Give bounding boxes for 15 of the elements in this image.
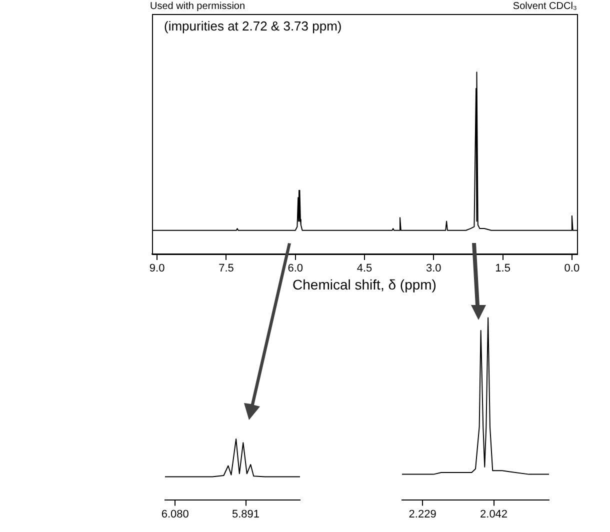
x-tick-label: 5.891 (232, 508, 260, 520)
x-tick-label: 7.5 (218, 262, 234, 275)
text: Solvent CDCl₃ (512, 0, 577, 12)
x-tick-label: 0.0 (564, 262, 580, 275)
text: (impurities at 2.72 & 3.73 ppm) (164, 18, 342, 34)
x-tick-label: 3.0 (426, 262, 442, 275)
x-tick-label: 1.5 (495, 262, 510, 275)
x-tick-label: 6.080 (161, 508, 189, 520)
x-axis-title: Chemical shift, δ (ppm) (292, 276, 436, 292)
x-tick-label: 2.042 (480, 508, 508, 520)
x-tick-label: 2.229 (408, 508, 436, 520)
x-tick-label: 9.0 (149, 262, 165, 275)
x-tick-label: 4.5 (356, 262, 372, 275)
text: Used with permission (150, 0, 246, 12)
x-tick-label: 6.0 (288, 262, 304, 275)
